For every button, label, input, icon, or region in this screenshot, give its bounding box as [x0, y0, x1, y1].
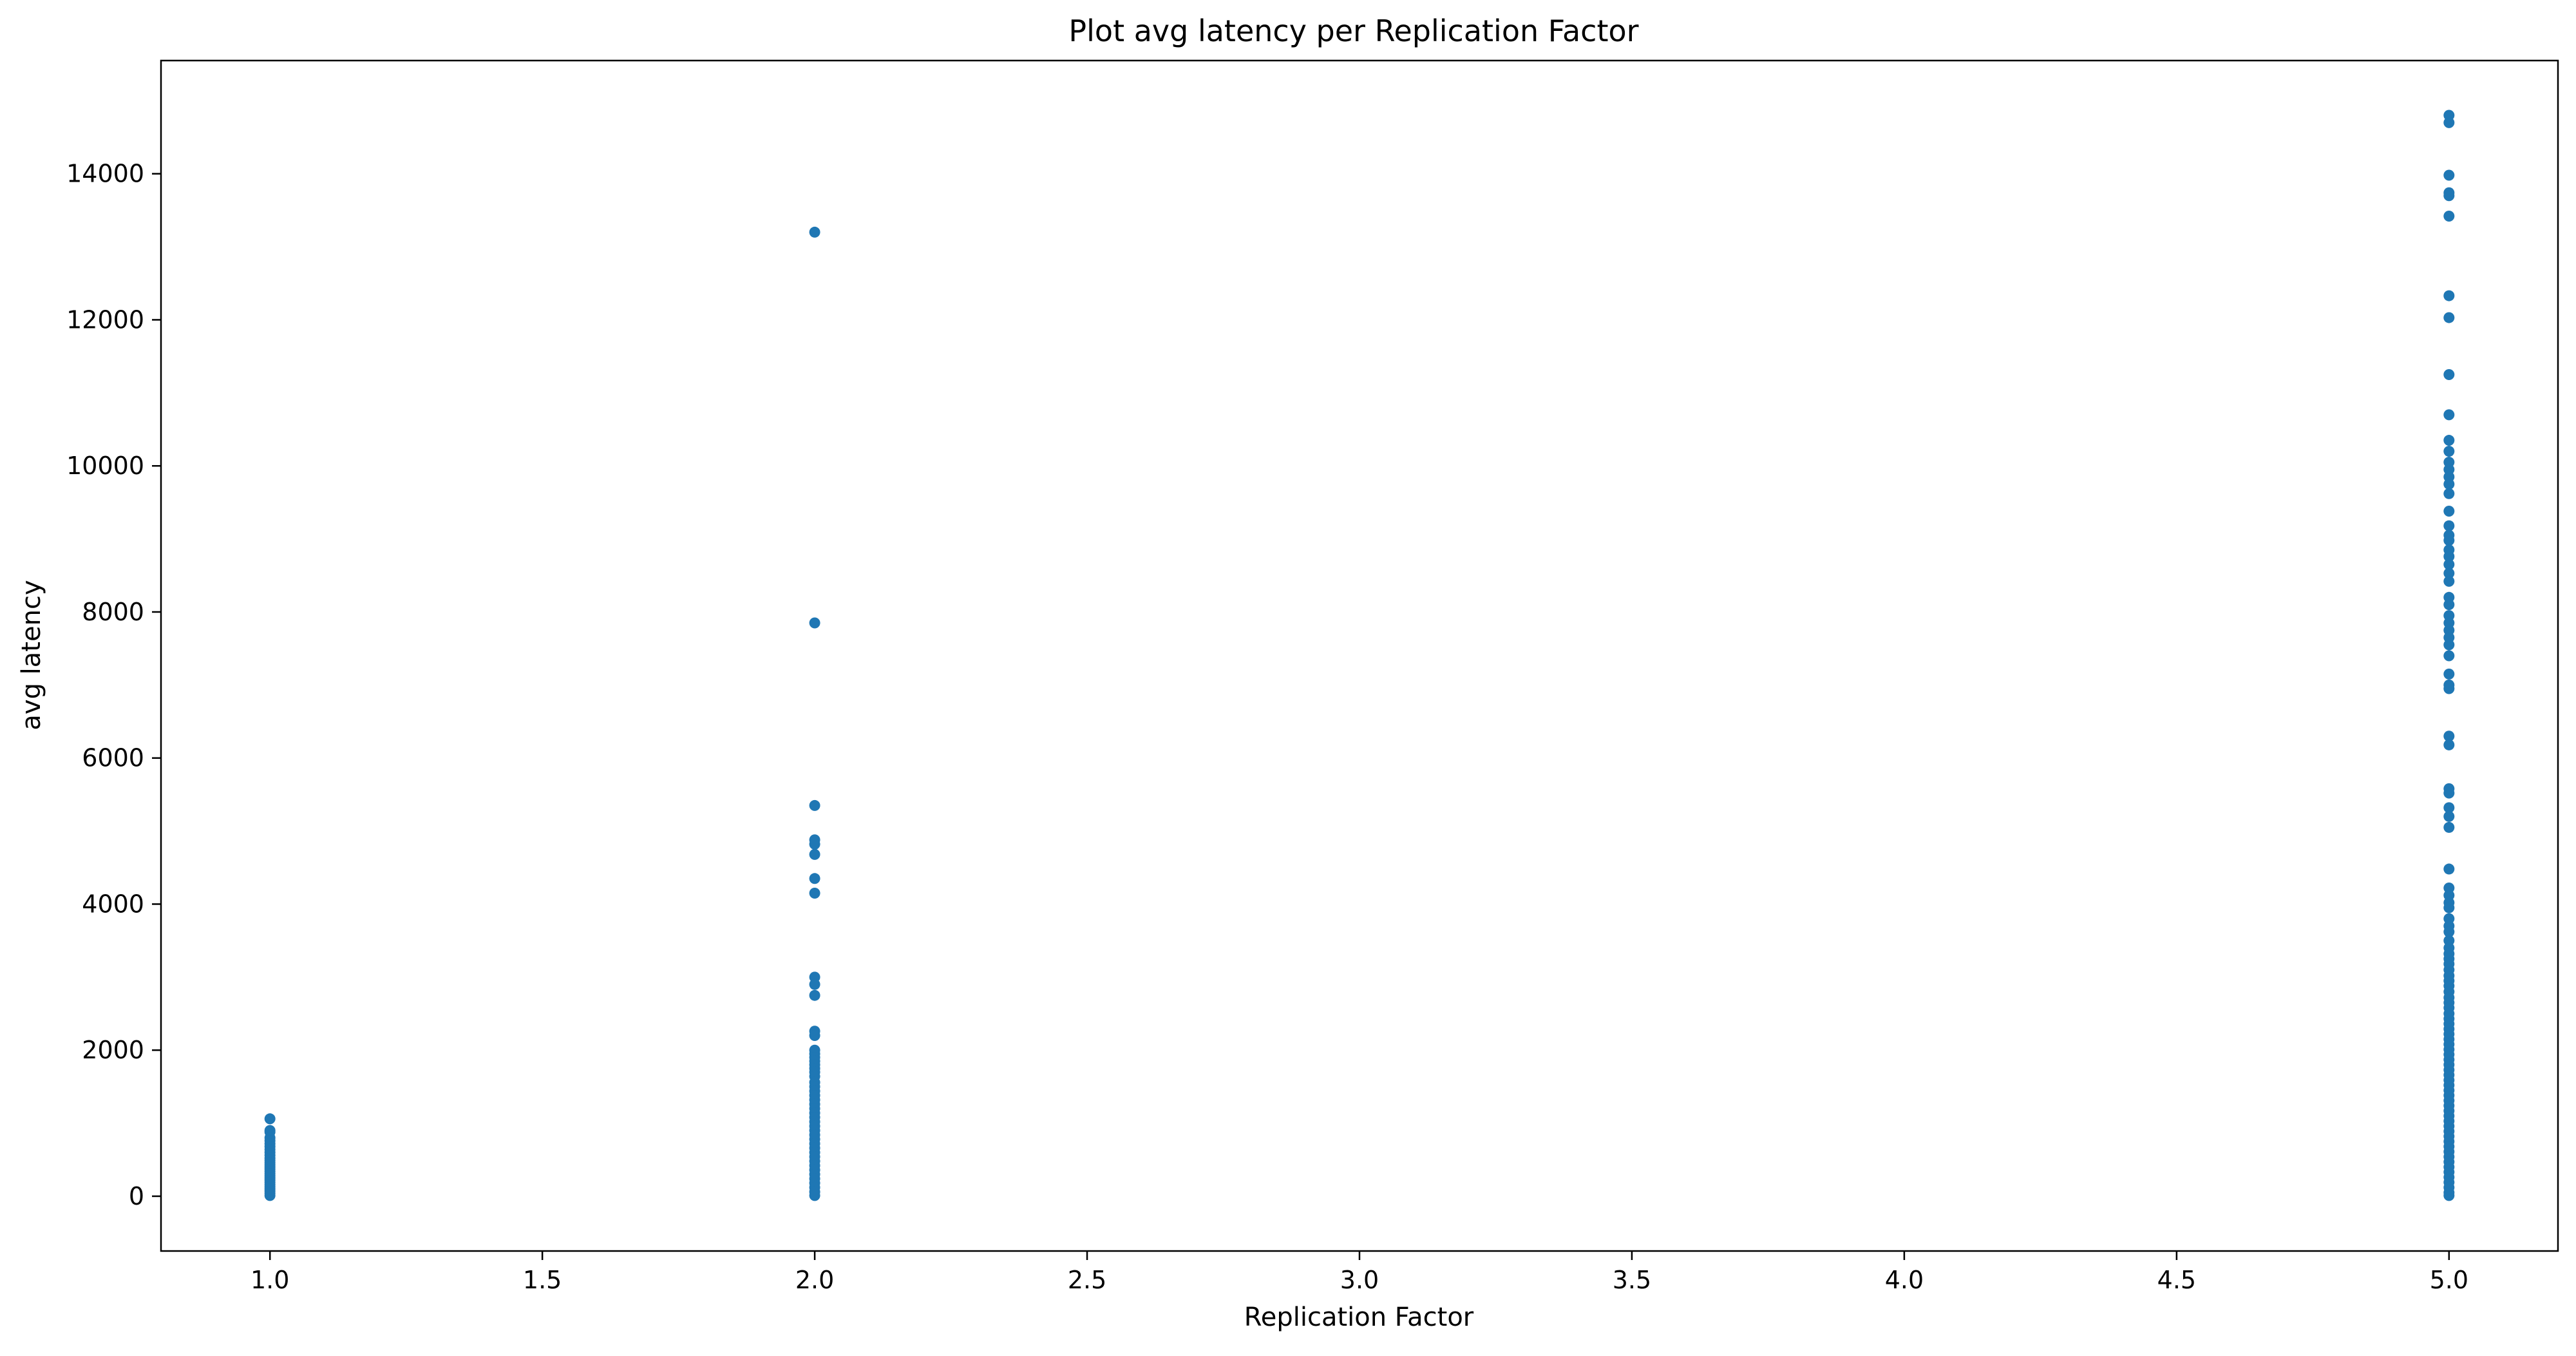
data-point [2443, 599, 2455, 611]
data-point [2443, 863, 2455, 875]
data-point [2443, 506, 2455, 517]
x-tick-label: 2.5 [1068, 1266, 1106, 1294]
data-point [809, 226, 820, 238]
x-tick-label: 3.5 [1613, 1266, 1651, 1294]
y-tick-label: 14000 [66, 160, 144, 188]
y-tick-label: 6000 [82, 744, 144, 772]
data-point [2443, 479, 2455, 490]
data-point [2443, 810, 2455, 822]
data-point [809, 873, 820, 884]
data-point [2443, 535, 2455, 546]
x-tick-label: 4.0 [1885, 1266, 1924, 1294]
data-point [809, 979, 820, 990]
y-tick-label: 2000 [82, 1036, 144, 1064]
x-tick-label: 2.0 [795, 1266, 834, 1294]
data-point [2443, 446, 2455, 457]
y-tick-label: 10000 [66, 452, 144, 480]
data-point [2443, 1190, 2455, 1201]
data-point [2443, 169, 2455, 181]
data-point [2443, 639, 2455, 651]
data-point [2443, 568, 2455, 579]
data-point [2443, 902, 2455, 913]
data-point [809, 1030, 820, 1042]
x-tick-label: 1.0 [251, 1266, 289, 1294]
y-tick-label: 12000 [66, 305, 144, 334]
data-point [2443, 369, 2455, 381]
data-point [809, 887, 820, 899]
chart-title: Plot avg latency per Replication Factor [1068, 14, 1638, 48]
x-axis-label: Replication Factor [1244, 1303, 1474, 1332]
plot-area: 1.0 1.5 2.0 2.5 3.0 3.5 4.0 4.5 5.0 0 2000 4000 6000… [66, 59, 2559, 1294]
y-axis-label: avg latency [17, 580, 46, 730]
y-tick-label: 0 [129, 1182, 144, 1210]
x-tick-label: 5.0 [2430, 1266, 2468, 1294]
data-point [264, 1190, 276, 1201]
data-point [264, 1113, 276, 1125]
data-point [2443, 435, 2455, 446]
data-point [2443, 821, 2455, 833]
x-tick-label: 4.5 [2157, 1266, 2196, 1294]
data-point [2443, 117, 2455, 128]
data-point [809, 839, 820, 850]
plot-frame [160, 59, 2559, 1252]
data-point [2443, 575, 2455, 587]
x-tick-label: 3.0 [1340, 1266, 1379, 1294]
data-point [2443, 210, 2455, 222]
data-point [809, 617, 820, 629]
data-point [2443, 409, 2455, 421]
data-point [2443, 668, 2455, 680]
data-point [809, 1190, 820, 1201]
data-point [2443, 559, 2455, 570]
data-point [2443, 683, 2455, 694]
y-tick-label: 4000 [82, 890, 144, 918]
data-point [2443, 520, 2455, 531]
data-point [2443, 551, 2455, 562]
x-tick-label: 1.5 [523, 1266, 562, 1294]
data-point [2443, 926, 2455, 938]
data-point [2443, 731, 2455, 742]
data-point [2443, 739, 2455, 750]
data-point [2443, 802, 2455, 814]
data-point [2443, 488, 2455, 499]
data-point [809, 989, 820, 1001]
data-point [2443, 787, 2455, 799]
y-tick-label: 8000 [82, 598, 144, 626]
data-point [2443, 650, 2455, 662]
data-point [2443, 190, 2455, 202]
data-point [2443, 290, 2455, 301]
data-point [809, 799, 820, 811]
data-point [809, 848, 820, 860]
data-point [2443, 312, 2455, 323]
